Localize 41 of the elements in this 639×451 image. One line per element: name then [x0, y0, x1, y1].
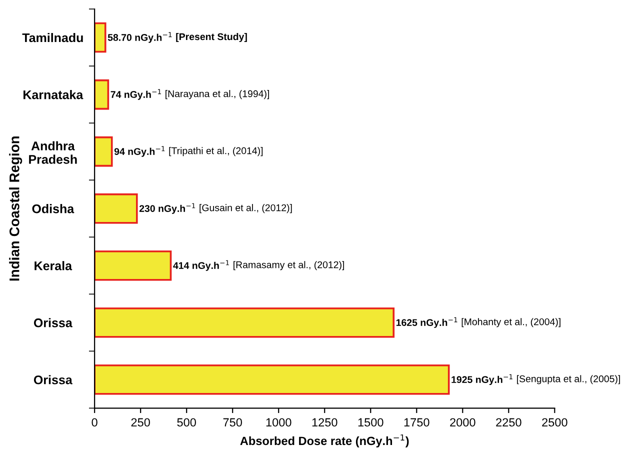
annotation: [Mohanty et al., (2004)]	[462, 318, 560, 328]
data-label: 1625 nGy.h$^{−1}$	[396, 317, 458, 328]
y-tick-label: Orissa	[34, 375, 72, 384]
x-tick-label: 500	[177, 418, 196, 427]
y-tick-label: Tamilnadu	[22, 33, 83, 42]
data-label: 230 nGy.h$^{−1}$	[139, 203, 196, 214]
annotation: [Tripathi et al., (2014)]	[169, 147, 263, 156]
y-tick-label: Kerala	[34, 261, 72, 270]
annotation: [Gusain et al., (2012)]	[200, 204, 292, 214]
annotation: [Narayana et al., (1994)]	[166, 90, 269, 100]
data-label: 414 nGy.h$^{−1}$	[173, 260, 229, 271]
data-label: 74 nGy.h$^{−1}$	[110, 89, 161, 100]
x-tick-label: 2500	[542, 418, 568, 427]
y-tick-label: Andhra Pradesh	[29, 141, 77, 164]
x-tick-label: 1500	[358, 418, 384, 427]
bar	[94, 307, 395, 338]
bar	[94, 193, 138, 224]
annotation: [Present Study]	[176, 33, 247, 42]
x-tick-label: 1750	[404, 418, 430, 427]
data-label: 1925 nGy.h$^{−1}$	[452, 374, 512, 385]
bar	[94, 22, 106, 53]
x-tick-label: 2250	[496, 418, 522, 427]
annotation: [Sengupta et al., (2005)]	[517, 375, 620, 384]
x-tick-label: 1000	[266, 418, 292, 427]
y-tick-label: Orissa	[34, 318, 72, 328]
bar	[94, 250, 172, 281]
data-label: 58.70 nGy.h$^{−1}$	[108, 32, 172, 43]
y-tick-label: Odisha	[32, 204, 74, 214]
bar	[94, 79, 110, 110]
y-tick-label: Karnataka	[24, 90, 84, 100]
x-tick-label: 750	[223, 418, 242, 427]
data-label: 94 nGy.h$^{−1}$	[114, 146, 165, 157]
y-axis-title: Indian Coastal Region	[9, 136, 22, 281]
x-tick-label: 0	[92, 418, 98, 427]
bar	[94, 136, 113, 167]
annotation: [Ramasamy et al., (2012)]	[234, 261, 344, 270]
x-tick-label: 250	[131, 418, 150, 427]
x-axis-title: Absorbed Dose rate (nGy.h$^{−1}$)	[240, 434, 409, 448]
x-tick-label: 2000	[450, 418, 476, 427]
bar	[94, 364, 450, 395]
x-tick-label: 1250	[312, 418, 338, 427]
